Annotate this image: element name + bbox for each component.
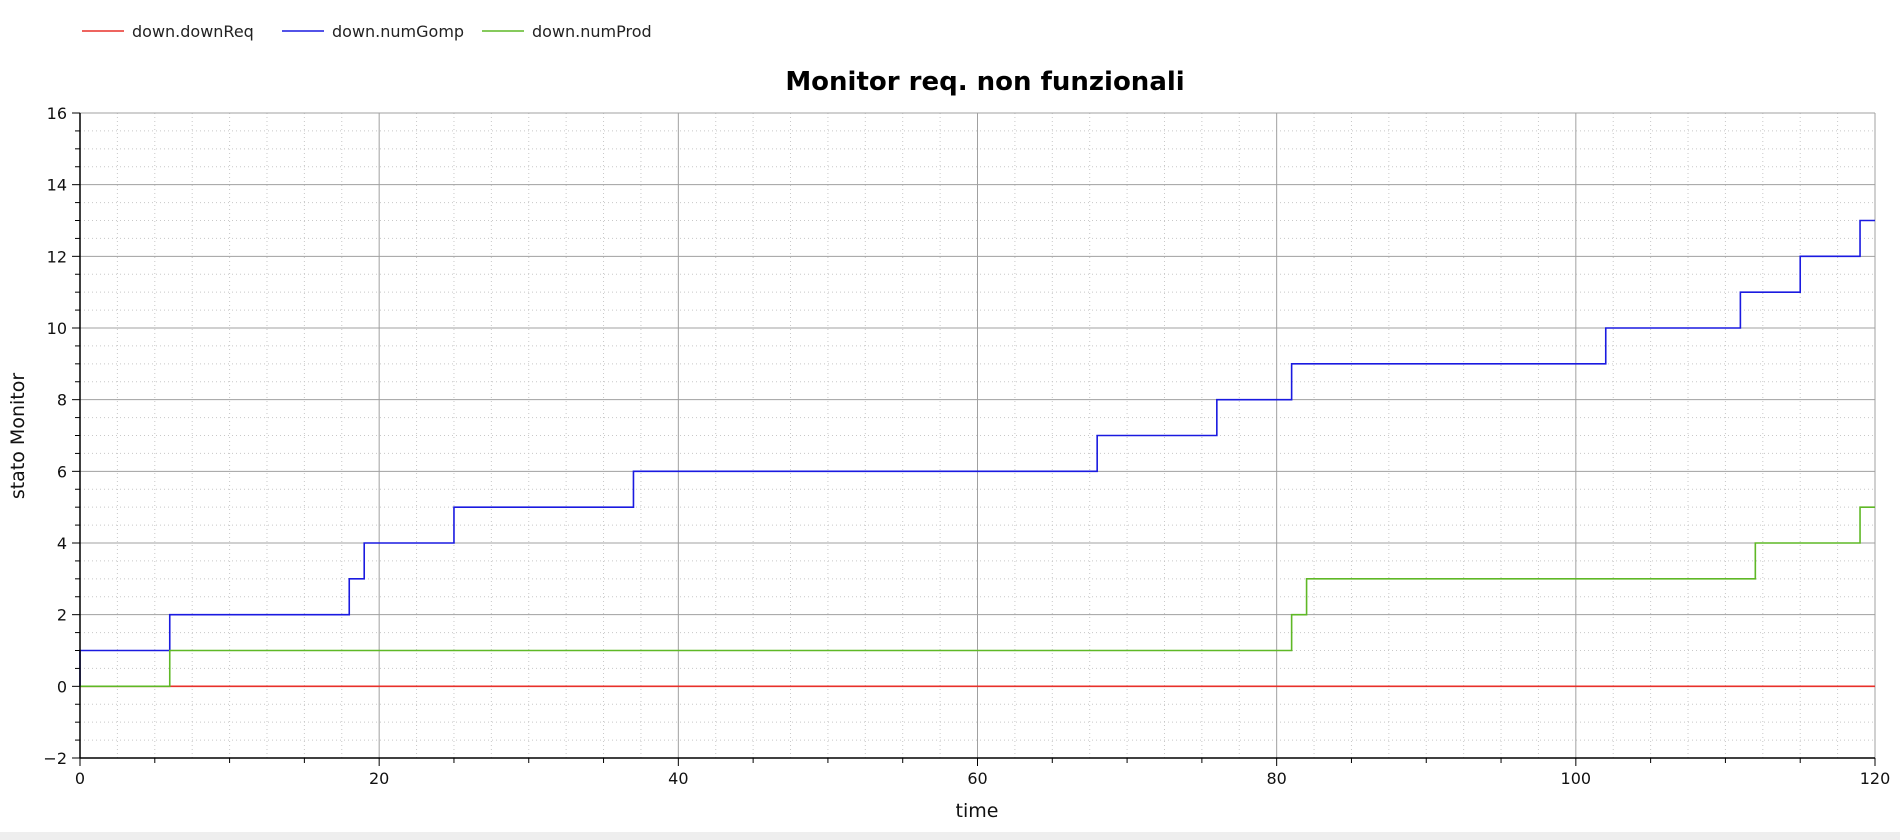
y-tick-label: 12 [47, 247, 67, 266]
x-tick-label: 120 [1860, 769, 1891, 788]
bottom-strip [0, 832, 1900, 840]
y-tick-label: 2 [57, 606, 67, 625]
x-ticks: 0 20 40 60 80 100 120 [75, 758, 1890, 788]
series-layer [79, 219, 1875, 688]
plot-area [79, 112, 1876, 759]
x-tick-label: 80 [1266, 769, 1286, 788]
x-tick-label: 60 [967, 769, 987, 788]
x-tick-label: 20 [369, 769, 389, 788]
chart-title: Monitor req. non funzionali [785, 67, 1184, 97]
legend-label-down-numProd: down.numProd [532, 22, 652, 41]
series-line-down-numGomp [79, 219, 1875, 687]
legend-label-down-numGomp: down.numGomp [332, 22, 464, 41]
legend: down.downReq down.numGomp down.numProd [82, 22, 652, 41]
y-tick-label: −2 [43, 749, 67, 768]
y-tick-label: 16 [47, 104, 67, 123]
x-tick-label: 40 [668, 769, 688, 788]
series-line-down-numProd [80, 506, 1875, 688]
major-grid [79, 112, 1876, 759]
x-tick-label: 100 [1561, 769, 1592, 788]
y-tick-label: 8 [57, 391, 67, 410]
y-tick-label: 14 [47, 176, 67, 195]
y-ticks: −2 0 2 4 6 8 10 12 14 16 [43, 104, 80, 768]
legend-label-down-downReq: down.downReq [132, 22, 254, 41]
y-tick-label: 4 [57, 534, 67, 553]
y-tick-label: 6 [57, 462, 67, 481]
x-axis-label: time [956, 800, 999, 822]
y-axis-label: stato Monitor [7, 373, 29, 500]
x-tick-label: 0 [75, 769, 85, 788]
y-tick-label: 0 [57, 677, 67, 696]
y-tick-label: 10 [47, 319, 67, 338]
